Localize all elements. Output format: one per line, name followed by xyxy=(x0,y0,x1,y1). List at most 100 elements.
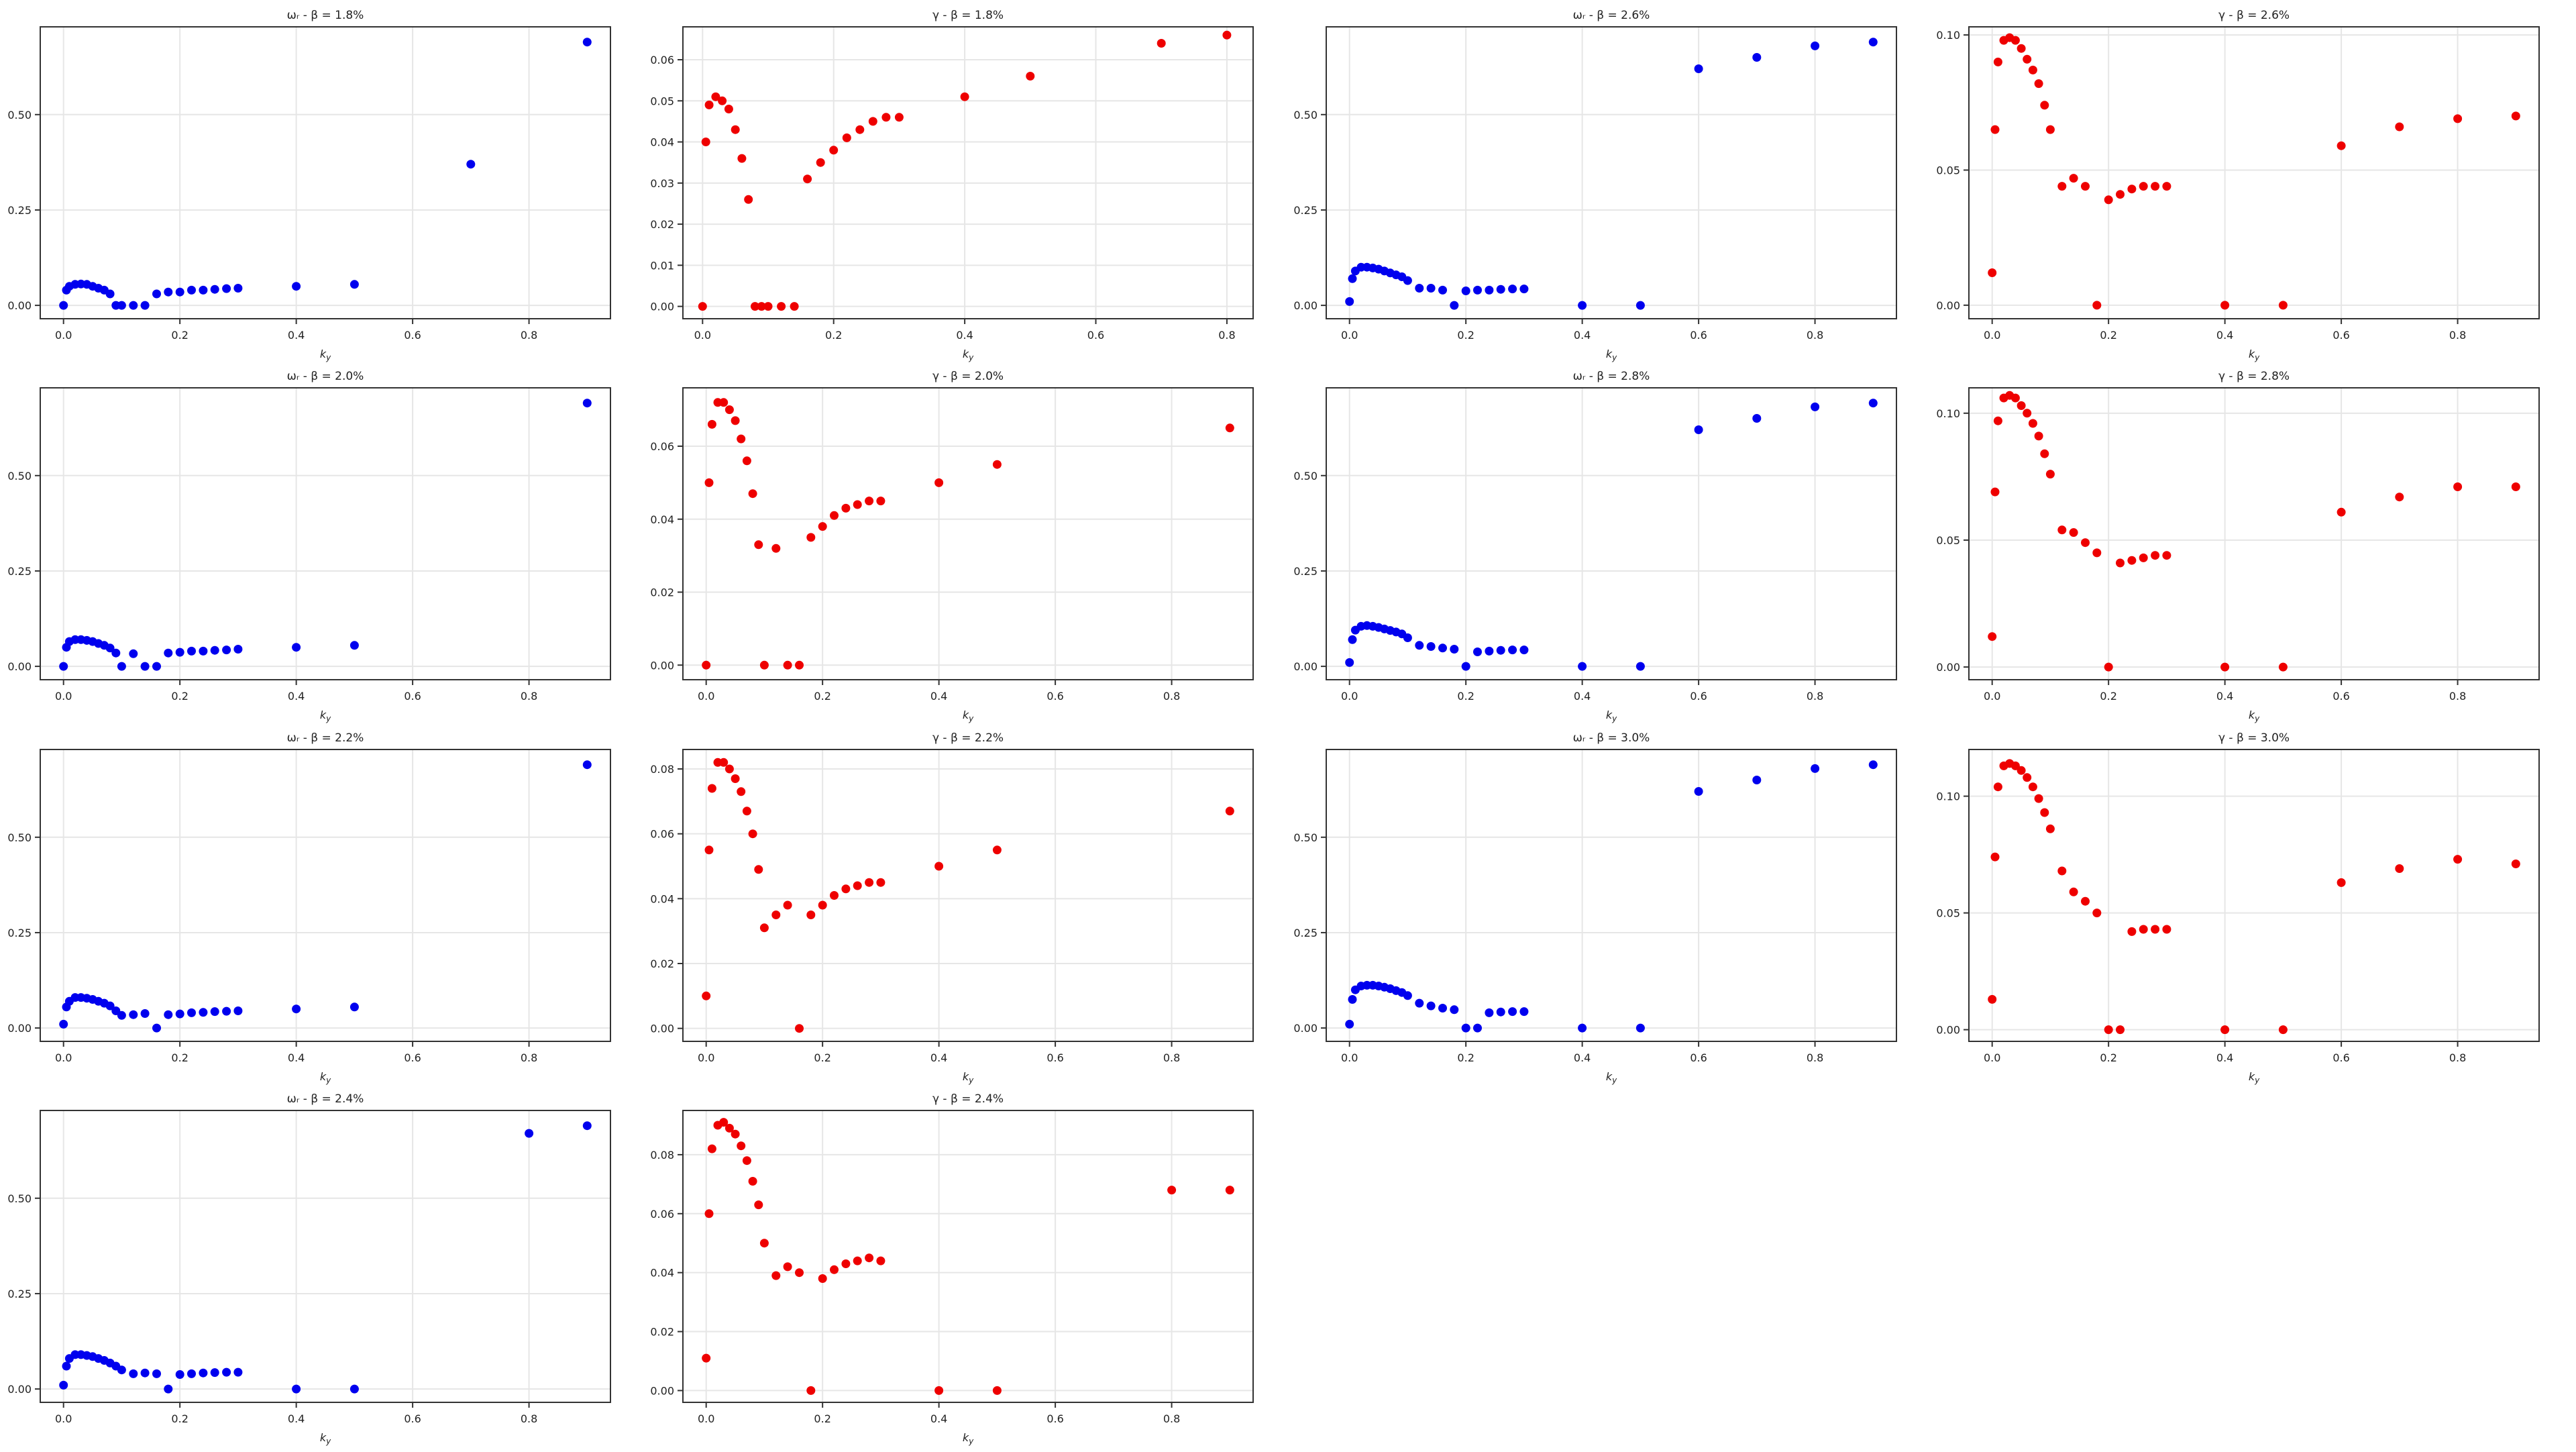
data-point xyxy=(759,923,769,933)
data-point xyxy=(1496,1007,1505,1017)
data-point xyxy=(1519,284,1529,294)
x-tick-label: 0.4 xyxy=(930,1412,947,1425)
data-point xyxy=(152,289,161,299)
data-point xyxy=(105,643,115,653)
subplot-8: 0.0 0.2 0.4 0.6 0.8 0.00 0.05 0.10 γ - β = 2.8% k… xyxy=(1936,370,2540,723)
data-point xyxy=(1345,658,1354,667)
x-tick-label: 0.8 xyxy=(2449,329,2466,342)
data-point xyxy=(140,301,150,310)
data-point xyxy=(2092,909,2102,918)
data-point xyxy=(2511,860,2520,868)
data-point xyxy=(210,1368,219,1378)
subplot-title: γ - β = 2.0% xyxy=(932,370,1004,383)
y-tick-label: 0.00 xyxy=(1936,661,1960,674)
data-point xyxy=(702,991,711,1000)
subplot-9: 0.0 0.2 0.4 0.6 0.8 0.00 0.25 0.50 ωᵣ - β = 2.2%… xyxy=(7,731,611,1085)
data-point xyxy=(1461,1023,1470,1033)
data-point xyxy=(704,100,714,109)
data-point xyxy=(876,497,885,506)
data-point xyxy=(2010,36,2020,45)
subplot-2: 0.0 0.2 0.4 0.6 0.8 0.00 0.01 0.02 0.03 0.04 0.05 0… xyxy=(650,9,1254,362)
data-point xyxy=(1415,641,1424,650)
y-tick-label: 0.10 xyxy=(1936,29,1960,42)
data-point xyxy=(2395,492,2404,502)
x-tick-label: 0.6 xyxy=(404,329,421,342)
data-point xyxy=(292,282,301,291)
data-point xyxy=(105,289,115,299)
data-point xyxy=(525,1129,534,1138)
data-point xyxy=(1403,633,1412,642)
axes-frame xyxy=(1326,749,1897,1042)
y-tick-label: 0.05 xyxy=(1936,534,1960,547)
x-tick-label: 0.2 xyxy=(2100,1051,2116,1064)
data-point xyxy=(855,125,865,134)
data-point xyxy=(724,105,733,113)
data-point xyxy=(1403,991,1412,1000)
y-tick-label: 0.00 xyxy=(650,659,674,672)
y-tick-label: 0.25 xyxy=(7,927,32,939)
data-point xyxy=(2337,507,2346,517)
data-point xyxy=(233,645,243,654)
data-point xyxy=(2092,301,2102,310)
data-point xyxy=(187,285,196,295)
y-tick-label: 0.50 xyxy=(7,1192,32,1205)
data-point xyxy=(350,280,359,289)
x-tick-label: 0.8 xyxy=(1218,329,1235,342)
y-tick-label: 0.50 xyxy=(1293,109,1318,121)
x-tick-label: 0.2 xyxy=(1457,690,1474,703)
subplot-title: ωᵣ - β = 2.8% xyxy=(1573,370,1650,383)
axes-frame xyxy=(1968,387,2540,680)
data-point xyxy=(1426,284,1436,293)
axes-frame xyxy=(682,26,1254,319)
data-point xyxy=(1348,274,1357,283)
data-point xyxy=(1438,285,1447,295)
data-point xyxy=(1496,645,1505,655)
data-point xyxy=(757,302,766,311)
x-tick-label: 0.2 xyxy=(2100,690,2116,703)
data-point xyxy=(2453,482,2463,491)
axes-frame xyxy=(40,749,611,1042)
x-tick-label: 0.0 xyxy=(55,1412,72,1425)
data-point xyxy=(2116,558,2125,568)
data-point xyxy=(2278,301,2288,310)
subplot-title: γ - β = 2.2% xyxy=(932,731,1004,745)
y-tick-label: 0.50 xyxy=(7,831,32,844)
data-point xyxy=(1635,301,1645,310)
y-tick-label: 0.05 xyxy=(1936,907,1960,920)
data-point xyxy=(129,649,138,658)
data-point xyxy=(2057,866,2067,876)
data-point xyxy=(992,460,1002,469)
x-tick-label: 0.0 xyxy=(1984,1051,2000,1064)
data-point xyxy=(783,1262,792,1272)
data-point xyxy=(704,845,714,855)
data-point xyxy=(2081,538,2090,548)
x-tick-label: 0.2 xyxy=(2100,329,2116,342)
x-tick-label: 0.0 xyxy=(698,690,714,703)
data-point xyxy=(748,1177,757,1186)
data-point xyxy=(759,660,769,670)
x-axis-label: ky xyxy=(963,1070,974,1085)
x-tick-label: 0.6 xyxy=(1046,1051,1063,1064)
data-point xyxy=(771,1271,781,1280)
x-tick-label: 0.2 xyxy=(171,1051,188,1064)
x-axis-label: ky xyxy=(963,709,974,723)
data-point xyxy=(737,154,747,163)
subplot-title: ωᵣ - β = 2.0% xyxy=(287,370,364,383)
data-point xyxy=(731,416,740,425)
x-tick-label: 0.2 xyxy=(825,329,842,342)
data-point xyxy=(842,133,851,142)
subplot-title: ωᵣ - β = 2.2% xyxy=(287,731,364,745)
data-point xyxy=(742,807,751,816)
data-point xyxy=(1426,642,1436,651)
data-point xyxy=(2040,449,2049,458)
data-point xyxy=(2045,125,2055,134)
y-tick-label: 0.00 xyxy=(650,1023,674,1035)
data-point xyxy=(1508,284,1517,294)
data-point xyxy=(117,1010,126,1020)
data-point xyxy=(2453,855,2463,864)
data-point xyxy=(701,138,710,146)
x-tick-label: 0.0 xyxy=(698,1051,714,1064)
y-tick-label: 0.00 xyxy=(7,660,32,673)
data-point xyxy=(742,1156,751,1165)
